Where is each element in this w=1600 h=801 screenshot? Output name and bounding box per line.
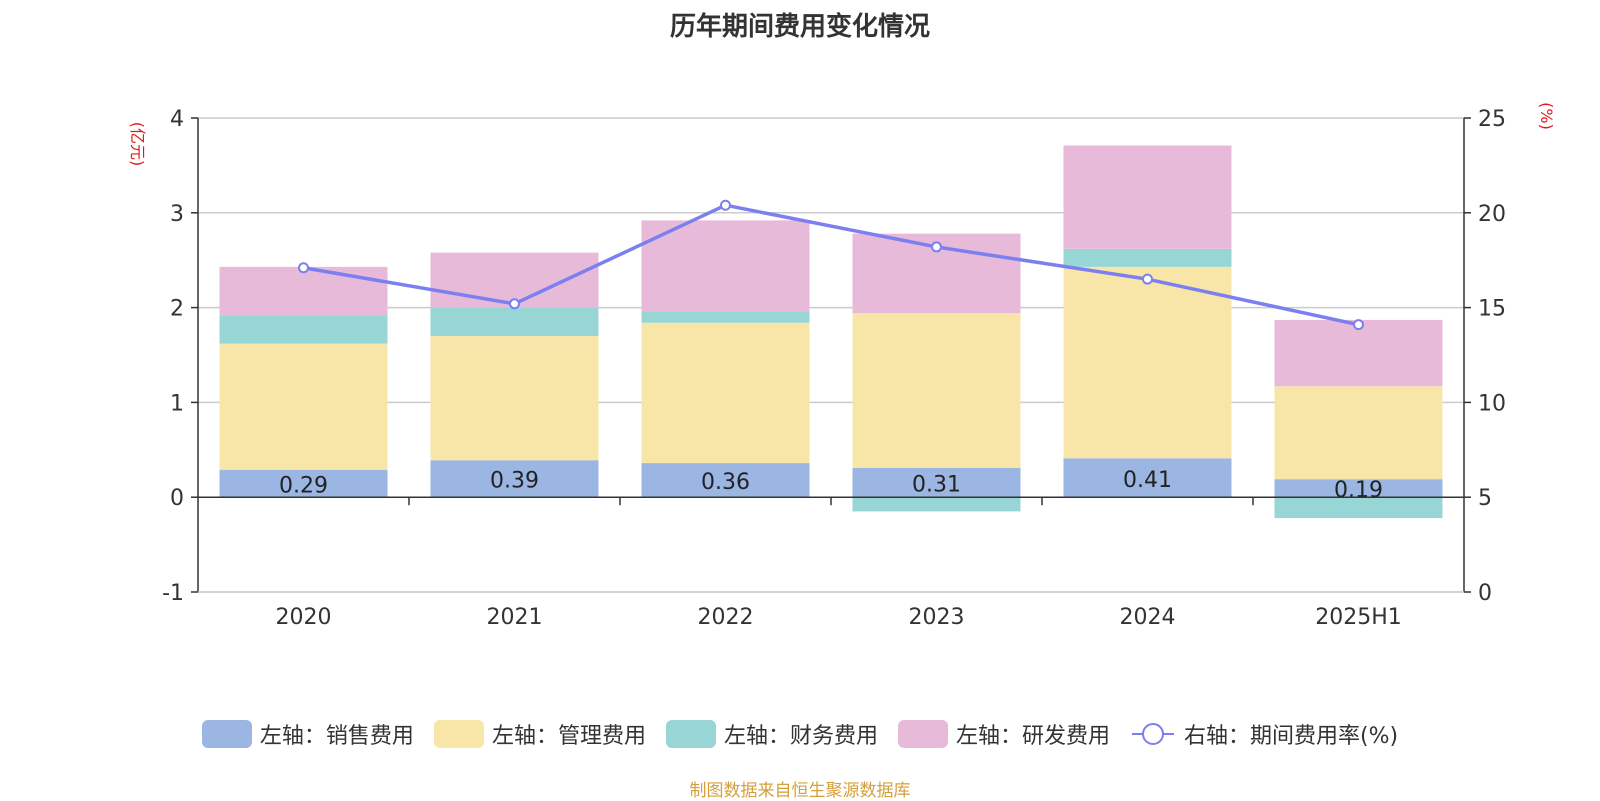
chart-title: 历年期间费用变化情况 — [669, 12, 930, 42]
legend-swatch-admin — [433, 720, 484, 748]
legend-item-rate[interactable]: 右轴：期间费用率(%) — [1130, 718, 1398, 750]
data-label: 0.19 — [1334, 478, 1383, 503]
bar-segment-0 — [1063, 458, 1232, 498]
x-tick-label: 2021 — [487, 605, 543, 630]
x-tick-label: 2024 — [1120, 605, 1176, 630]
bar-segment-2 — [641, 311, 810, 323]
bar-segment-1 — [1063, 266, 1232, 459]
bar-segment-3 — [1274, 319, 1443, 387]
legend-line-marker-icon — [1131, 723, 1174, 745]
bar-segment-0 — [1274, 479, 1443, 498]
data-label: 0.41 — [1123, 468, 1172, 493]
x-tick-label: 2022 — [698, 605, 754, 630]
rate-line — [303, 203, 1359, 327]
bar-segment-2 — [219, 315, 388, 344]
bar-segment-2 — [430, 307, 599, 337]
right-tick-label: 25 — [1478, 107, 1506, 132]
bar-segment-0 — [852, 467, 1021, 498]
left-tick-label: 0 — [170, 486, 184, 511]
source-note: 制图数据来自恒生聚源数据库 — [689, 781, 911, 801]
rate-point — [720, 199, 731, 211]
bar-segment-1 — [852, 313, 1021, 468]
legend-swatch-rd — [897, 720, 948, 748]
x-tick-label: 2023 — [909, 605, 965, 630]
left-tick-label: 3 — [170, 202, 184, 227]
rate-point — [298, 262, 309, 274]
x-tick-label: 2020 — [276, 605, 332, 630]
legend-item-sales[interactable]: 左轴：销售费用 — [201, 718, 414, 750]
rate-point — [931, 241, 942, 253]
left-tick-label: -1 — [162, 581, 184, 606]
bar-segment-2 — [1274, 497, 1443, 519]
bar-segment-2 — [852, 497, 1021, 512]
bar-segment-0 — [430, 460, 599, 498]
legend-item-admin[interactable]: 左轴：管理费用 — [433, 718, 646, 750]
bar-segment-0 — [219, 469, 388, 498]
x-tick-label: 2025H1 — [1315, 605, 1402, 630]
bar-segment-3 — [641, 220, 810, 312]
legend-label-rd: 左轴：研发费用 — [955, 724, 1110, 749]
right-tick-label: 15 — [1478, 297, 1506, 322]
data-label: 0.29 — [279, 473, 328, 498]
bar-segment-1 — [1274, 386, 1443, 480]
data-label: 0.39 — [490, 469, 539, 494]
rate-point — [509, 298, 520, 310]
left-tick-label: 4 — [170, 107, 184, 132]
legend-swatch-finance — [665, 720, 716, 748]
right-tick-label: 5 — [1478, 486, 1492, 511]
left-tick-label: 2 — [170, 297, 184, 322]
rate-point — [1353, 319, 1364, 331]
left-tick-label: 1 — [170, 391, 184, 416]
left-axis-label: (亿元) — [128, 122, 147, 167]
legend-label-admin: 左轴：管理费用 — [491, 724, 646, 749]
legend-label-rate: 右轴：期间费用率(%) — [1183, 724, 1399, 749]
right-tick-label: 20 — [1478, 202, 1506, 227]
bar-segment-3 — [219, 266, 388, 316]
data-label: 0.31 — [912, 473, 961, 498]
legend-item-rd[interactable]: 左轴：研发费用 — [897, 718, 1110, 750]
right-tick-label: 0 — [1478, 581, 1492, 606]
legend-label-sales: 左轴：销售费用 — [259, 724, 414, 749]
bar-segment-1 — [430, 336, 599, 461]
legend-item-finance[interactable]: 左轴：财务费用 — [665, 718, 878, 750]
right-tick-label: 10 — [1478, 391, 1506, 416]
bar-segment-1 — [219, 343, 388, 470]
bar-segment-3 — [1063, 145, 1232, 249]
legend-swatch-sales — [201, 720, 252, 748]
bar-segment-2 — [1063, 248, 1232, 267]
legend: 左轴：销售费用 左轴：管理费用 左轴：财务费用 左轴：研发费用 右轴：期间费用率… — [0, 718, 1600, 750]
bar-segment-1 — [641, 322, 810, 464]
bar-segment-0 — [641, 463, 810, 498]
right-axis-label: (%) — [1537, 102, 1556, 130]
legend-label-finance: 左轴：财务费用 — [723, 724, 878, 749]
data-label: 0.36 — [701, 470, 750, 495]
rate-point — [1142, 273, 1153, 285]
